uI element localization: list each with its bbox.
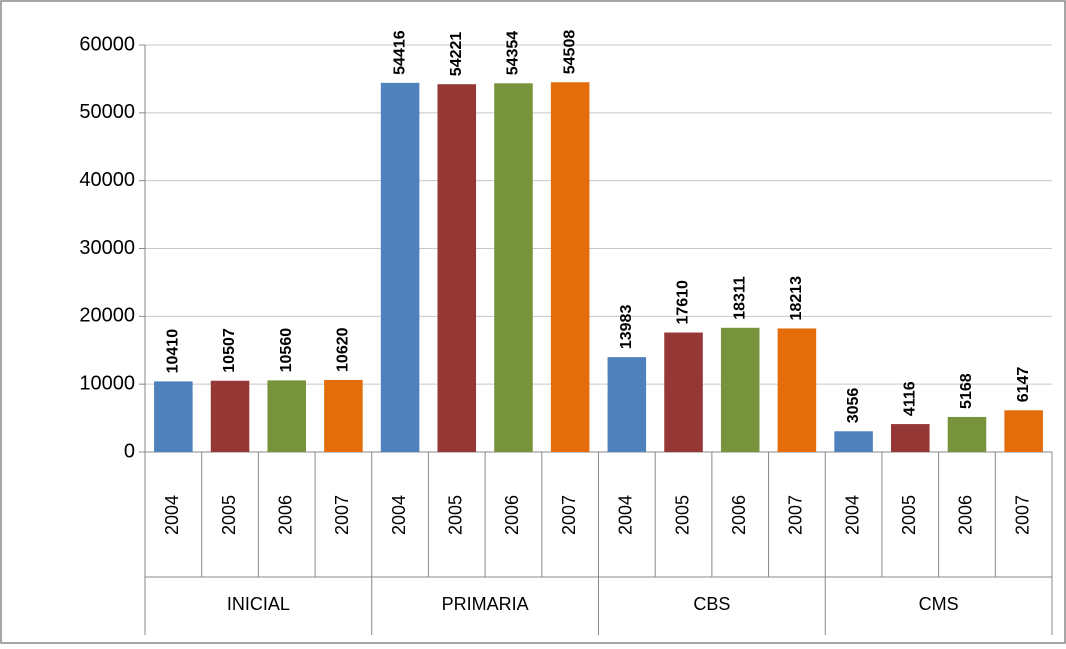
data-label: 3056 bbox=[845, 388, 862, 424]
data-label: 54508 bbox=[561, 30, 578, 75]
y-tick-label: 50000 bbox=[79, 101, 135, 123]
data-label: 4116 bbox=[902, 381, 919, 416]
y-tick-label: 60000 bbox=[79, 33, 135, 55]
bar bbox=[607, 357, 647, 452]
group-label: PRIMARIA bbox=[442, 594, 529, 614]
y-tick-label: 10000 bbox=[79, 372, 135, 394]
data-label: 13983 bbox=[618, 305, 635, 350]
bar bbox=[437, 84, 477, 453]
x-tick-label: 2004 bbox=[842, 495, 862, 535]
x-tick-label: 2006 bbox=[275, 495, 295, 535]
data-label: 10560 bbox=[278, 328, 295, 373]
x-tick-label: 2004 bbox=[162, 495, 182, 535]
data-label: 10620 bbox=[335, 327, 352, 372]
bar bbox=[947, 416, 987, 452]
y-tick-label: 30000 bbox=[79, 237, 135, 259]
data-label: 6147 bbox=[1015, 367, 1032, 403]
bar bbox=[494, 83, 533, 452]
y-tick-label: 0 bbox=[124, 440, 135, 462]
x-tick-label: 2005 bbox=[899, 495, 919, 535]
group-label: CMS bbox=[919, 594, 959, 614]
data-label: 54416 bbox=[391, 30, 408, 75]
x-tick-label: 2005 bbox=[672, 495, 692, 535]
x-tick-label: 2006 bbox=[502, 495, 522, 535]
data-label: 18213 bbox=[788, 276, 805, 321]
x-tick-label: 2004 bbox=[389, 495, 409, 535]
bar bbox=[550, 82, 590, 453]
data-label: 54221 bbox=[448, 32, 465, 77]
data-label: 10507 bbox=[221, 328, 238, 373]
x-tick-label: 2007 bbox=[1012, 495, 1032, 535]
bar bbox=[154, 381, 193, 452]
bar bbox=[664, 332, 703, 452]
data-label: 18311 bbox=[731, 276, 748, 320]
bar bbox=[777, 328, 817, 452]
y-tick-label: 40000 bbox=[79, 169, 135, 191]
data-label: 5168 bbox=[958, 373, 975, 409]
x-tick-label: 2006 bbox=[729, 495, 749, 535]
bar bbox=[380, 82, 420, 452]
bar bbox=[210, 380, 250, 452]
x-tick-label: 2006 bbox=[956, 495, 976, 535]
group-label: INICIAL bbox=[227, 594, 290, 614]
bar bbox=[324, 379, 363, 452]
bar bbox=[720, 327, 760, 452]
data-label: 10410 bbox=[165, 329, 182, 374]
x-tick-label: 2005 bbox=[446, 495, 466, 535]
x-tick-label: 2007 bbox=[559, 495, 579, 535]
data-label: 54354 bbox=[505, 31, 522, 76]
x-tick-label: 2007 bbox=[786, 495, 806, 535]
data-label: 17610 bbox=[675, 280, 692, 325]
group-label: CBS bbox=[693, 594, 730, 614]
bar bbox=[267, 380, 306, 452]
x-tick-label: 2005 bbox=[219, 495, 239, 535]
bar bbox=[834, 431, 873, 452]
x-tick-label: 2004 bbox=[616, 495, 636, 535]
bar bbox=[891, 424, 930, 452]
x-tick-label: 2007 bbox=[332, 495, 352, 535]
bar bbox=[1004, 410, 1043, 452]
y-tick-label: 20000 bbox=[79, 305, 135, 327]
